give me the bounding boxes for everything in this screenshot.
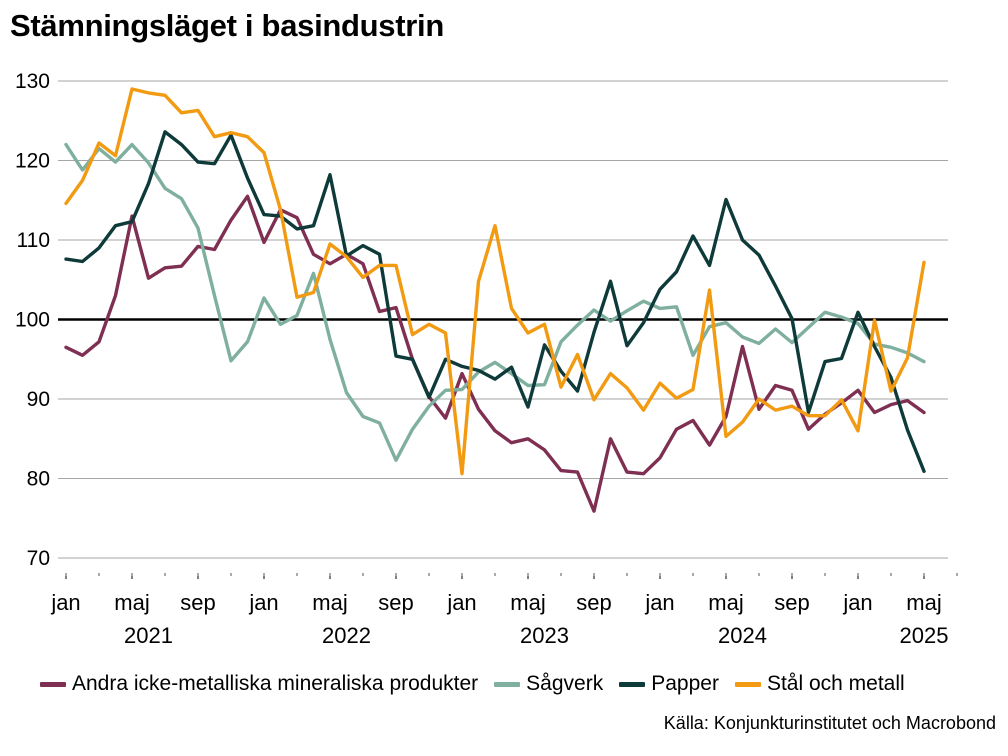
x-year-label: 2023 (520, 623, 569, 648)
legend: Andra icke-metalliska mineraliska produk… (40, 672, 1000, 696)
x-month-label: sep (378, 590, 413, 615)
x-month-label: jan (446, 590, 476, 615)
chart-title: Stämningsläget i basindustrin (10, 8, 444, 43)
x-month-label: sep (576, 590, 611, 615)
x-month-label: jan (842, 590, 872, 615)
legend-label: Papper (651, 672, 719, 695)
series-lines (64, 87, 926, 513)
y-tick-label: 130 (15, 70, 50, 93)
legend-item: Sågverk (494, 672, 603, 696)
legend-label: Stål och metall (766, 672, 905, 695)
y-tick-label: 110 (17, 229, 50, 252)
y-tick-label: 80 (27, 468, 50, 491)
x-month-label: jan (248, 590, 278, 615)
legend-item: Andra icke-metalliska mineraliska produk… (40, 672, 478, 696)
x-month-label: maj (906, 590, 941, 615)
x-month-label: jan (50, 590, 80, 615)
legend-item: Stål och metall (734, 672, 905, 696)
x-month-label: sep (180, 590, 215, 615)
legend-swatch (40, 681, 66, 687)
x-axis: jan maj sep jan maj sep jan maj sep jan maj sep jan m… (50, 573, 958, 648)
series-line (64, 142, 926, 462)
series-line (64, 194, 926, 513)
x-year-label: 2022 (322, 623, 371, 648)
x-month-label: maj (510, 590, 545, 615)
source-note: Källa: Konjunkturinstitutet och Macrobon… (663, 713, 996, 733)
x-month-label: maj (708, 590, 743, 615)
line-chart: jan maj sep jan maj sep jan maj sep jan maj sep jan m… (15, 70, 958, 648)
x-year-label: 2025 (900, 623, 949, 648)
legend-swatch (494, 681, 521, 687)
legend-label: Andra icke-metalliska mineraliska produk… (72, 672, 479, 695)
legend-swatch (619, 681, 646, 687)
legend-label: Sågverk (526, 672, 604, 695)
x-month-label: maj (114, 590, 149, 615)
x-year-label: 2021 (124, 623, 173, 648)
series-line (64, 130, 926, 473)
y-tick-label: 70 (27, 547, 50, 570)
legend-swatch (734, 681, 761, 687)
y-tick-label: 120 (15, 150, 50, 173)
legend-item: Papper (619, 672, 719, 696)
y-axis-labels: 70 80 90 100 110 120 130 (15, 70, 50, 570)
x-month-label: sep (774, 590, 809, 615)
x-month-label: jan (644, 590, 674, 615)
series-line (64, 87, 926, 476)
y-tick-label: 90 (27, 388, 50, 411)
x-year-label: 2024 (718, 623, 767, 648)
x-month-label: maj (312, 590, 347, 615)
y-tick-label: 100 (15, 309, 50, 332)
